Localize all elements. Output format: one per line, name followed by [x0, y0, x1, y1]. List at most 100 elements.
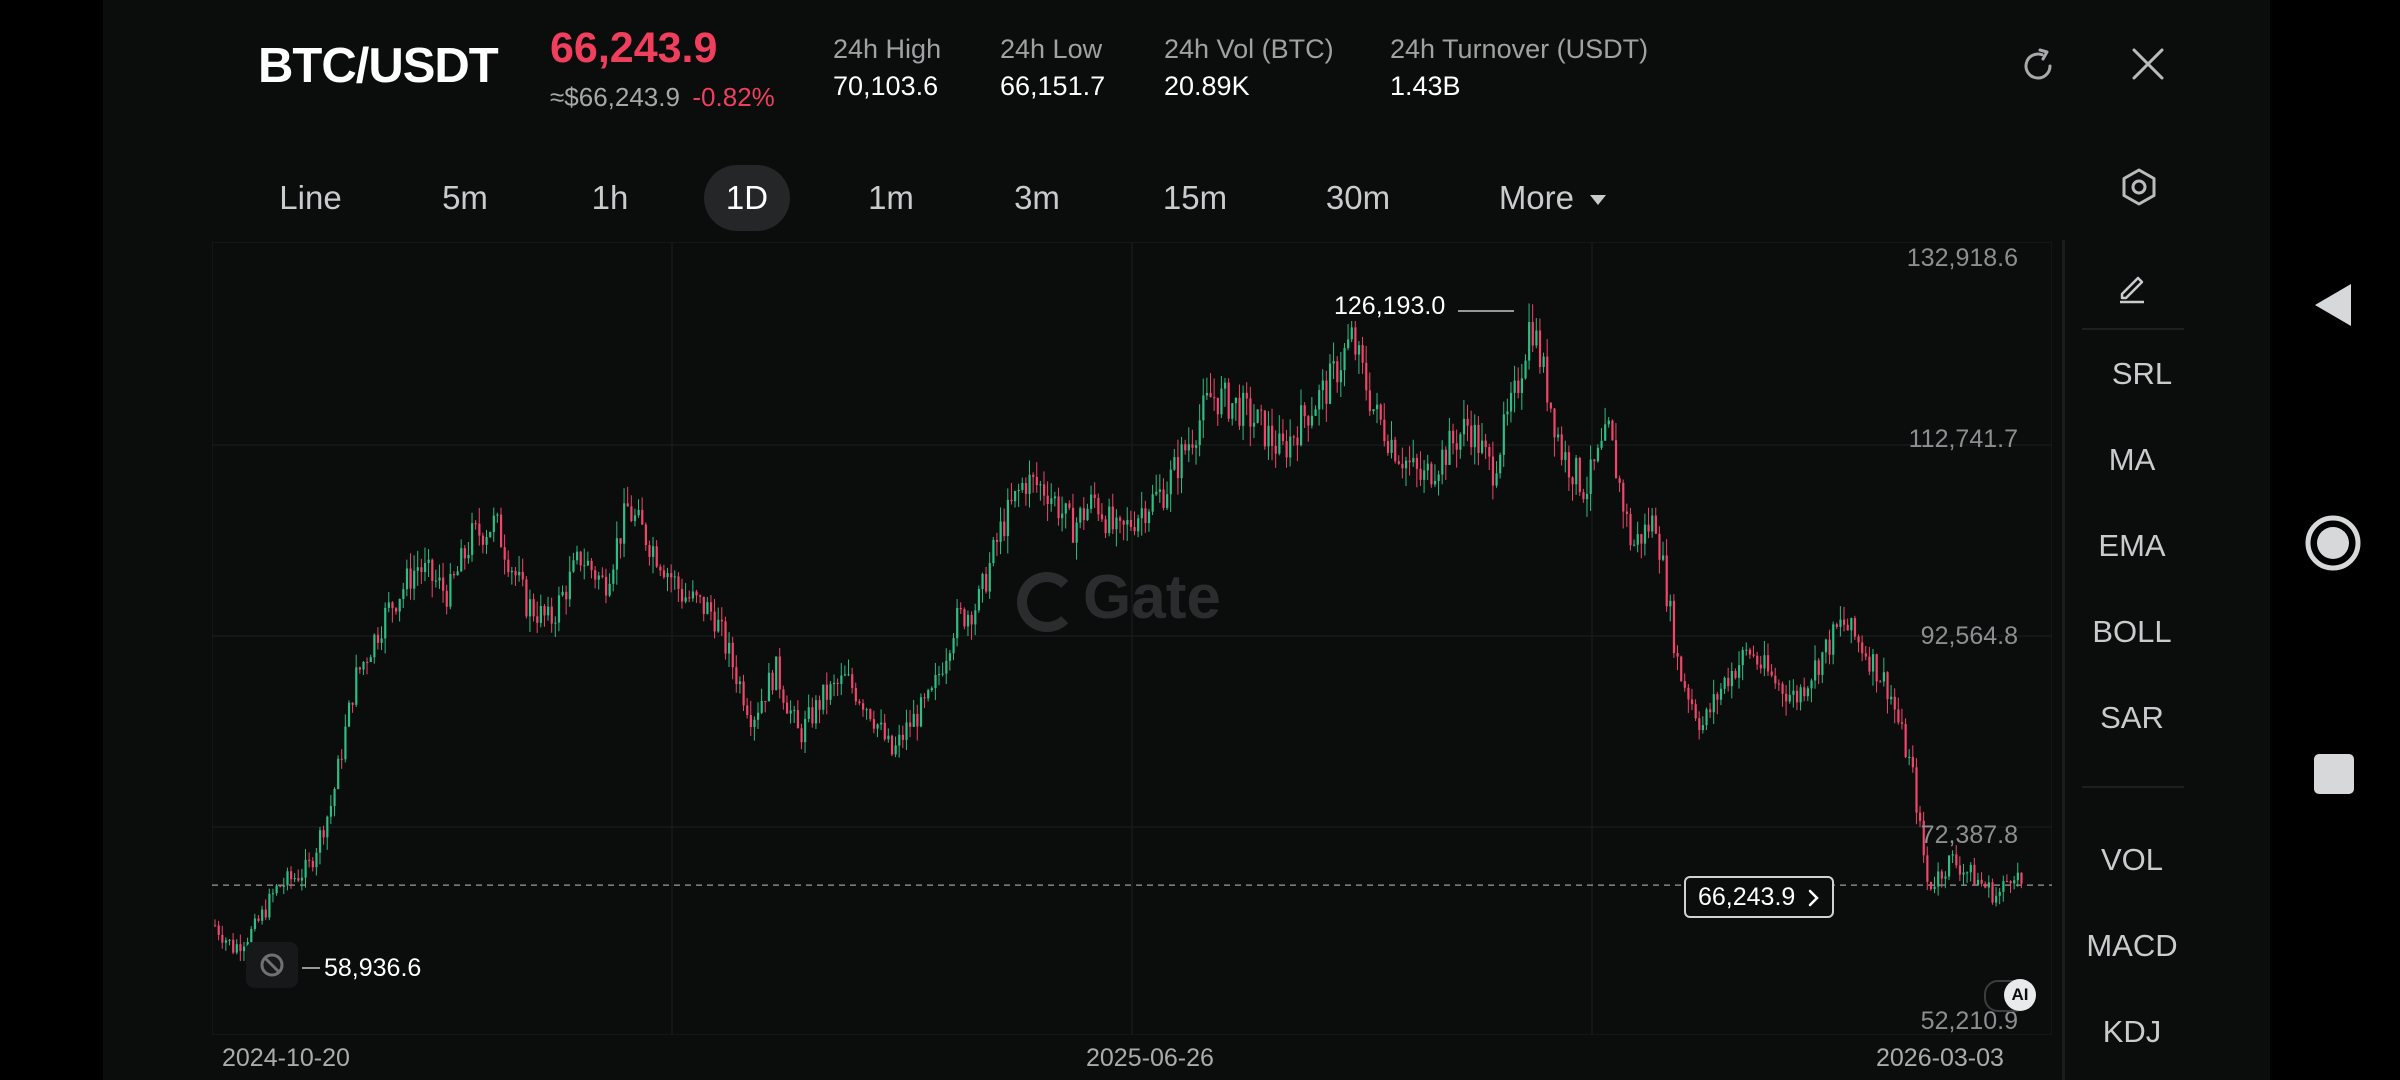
candle-body [2016, 872, 2019, 881]
candle-body [514, 570, 517, 576]
refresh-button[interactable] [2016, 44, 2060, 88]
tab-1d[interactable]: 1D [704, 165, 790, 231]
candle-body [1929, 881, 1933, 889]
candle-body [630, 506, 633, 521]
candle-body [767, 672, 771, 702]
candle-body [1611, 420, 1614, 441]
candle-body [919, 697, 923, 727]
candle-body [376, 634, 380, 643]
tool-kdj[interactable]: KDJ [2102, 1014, 2162, 1049]
chart-settings-button[interactable] [2118, 166, 2160, 208]
candle-body [510, 570, 514, 573]
candle-body [1763, 655, 1766, 669]
tab-15m[interactable]: 15m [1162, 179, 1228, 216]
candle-body [1665, 555, 1668, 607]
tool-ma[interactable]: MA [2108, 442, 2156, 477]
candle-body [261, 909, 264, 921]
candle-body [1730, 670, 1733, 687]
candle-body [1636, 534, 1639, 545]
candle-body [1832, 624, 1835, 655]
candle-body [1781, 683, 1784, 694]
current-price-tag[interactable]: 66,243.9 [1684, 876, 1835, 918]
candle-body [438, 577, 441, 581]
candle-body [1202, 395, 1205, 421]
candle-body [869, 709, 872, 720]
candle-body [1278, 433, 1281, 454]
nav-recents-button[interactable] [2314, 754, 2354, 794]
candle-body [706, 602, 709, 614]
candle-body [286, 871, 289, 886]
tool-sar[interactable]: SAR [2100, 700, 2164, 735]
candle-body [1886, 672, 1889, 700]
candle-body [1651, 515, 1654, 532]
candle-body [709, 602, 713, 612]
candle-body [1419, 468, 1422, 480]
candle-body [695, 591, 698, 596]
tool-boll[interactable]: BOLL [2092, 614, 2172, 649]
candle-body [785, 702, 789, 714]
candle-body [528, 599, 532, 617]
candle-body [409, 568, 412, 589]
chart-tool-button[interactable] [246, 942, 298, 988]
candle-body [1350, 327, 1353, 340]
more-dropdown[interactable]: More [1488, 165, 1618, 231]
candle-body [1879, 681, 1882, 683]
candle-body [1745, 649, 1748, 651]
tab-line[interactable]: Line [279, 179, 342, 216]
candle-body [1814, 660, 1817, 681]
candle-body [478, 523, 481, 536]
candle-body [916, 713, 919, 727]
candle-body [1314, 409, 1317, 416]
candle-body [865, 709, 868, 711]
candle-body [1524, 360, 1527, 379]
candle-body [659, 566, 662, 571]
tool-ema[interactable]: EMA [2098, 528, 2166, 563]
tool-vol[interactable]: VOL [2100, 842, 2164, 877]
candle-body [1455, 443, 1458, 450]
candle-body [590, 560, 593, 571]
candle-body [1998, 891, 2001, 896]
tab-3m[interactable]: 3m [1014, 179, 1060, 216]
candle-body [369, 657, 372, 663]
candle-body [974, 610, 977, 625]
candle-body [1430, 463, 1433, 485]
tab-5m[interactable]: 5m [442, 179, 488, 216]
tab-1h[interactable]: 1h [591, 179, 629, 216]
candle-body [547, 606, 550, 616]
candle-body [257, 918, 260, 921]
candle-body [1426, 463, 1429, 471]
candle-body [1756, 655, 1759, 665]
candle-body [347, 702, 351, 727]
candle-body [322, 830, 325, 838]
candle-body [228, 939, 231, 941]
candle-body [1995, 895, 1998, 903]
candle-body [1271, 425, 1274, 446]
tab-1m[interactable]: 1m [868, 179, 914, 216]
candle-body [434, 580, 438, 582]
candle-body [1032, 474, 1035, 477]
current-price-value: 66,243.9 [1698, 883, 1796, 911]
nav-back-button[interactable] [2313, 282, 2353, 328]
draw-tool-button[interactable] [2114, 268, 2150, 304]
tool-srl[interactable]: SRL [2111, 356, 2173, 391]
ai-button[interactable]: AI [2004, 979, 2036, 1011]
close-button[interactable] [2128, 44, 2168, 84]
candle-body [641, 509, 644, 525]
candle-body [1528, 322, 1531, 361]
candle-body [1940, 871, 1943, 879]
candle-body [387, 602, 390, 608]
candle-body [1155, 491, 1158, 495]
candle-body [662, 570, 666, 578]
candle-body [1499, 454, 1502, 474]
candle-body [1810, 680, 1813, 689]
candle-body [1709, 709, 1712, 713]
nav-home-button[interactable] [2304, 514, 2362, 572]
candle-body [1267, 425, 1270, 447]
candle-body [1893, 696, 1896, 710]
tool-macd[interactable]: MACD [2086, 928, 2178, 963]
tab-30m[interactable]: 30m [1325, 179, 1391, 216]
candle-body [1376, 404, 1379, 410]
candle-body [1158, 489, 1162, 492]
candle-body [300, 877, 304, 881]
candle-body [1343, 348, 1346, 371]
